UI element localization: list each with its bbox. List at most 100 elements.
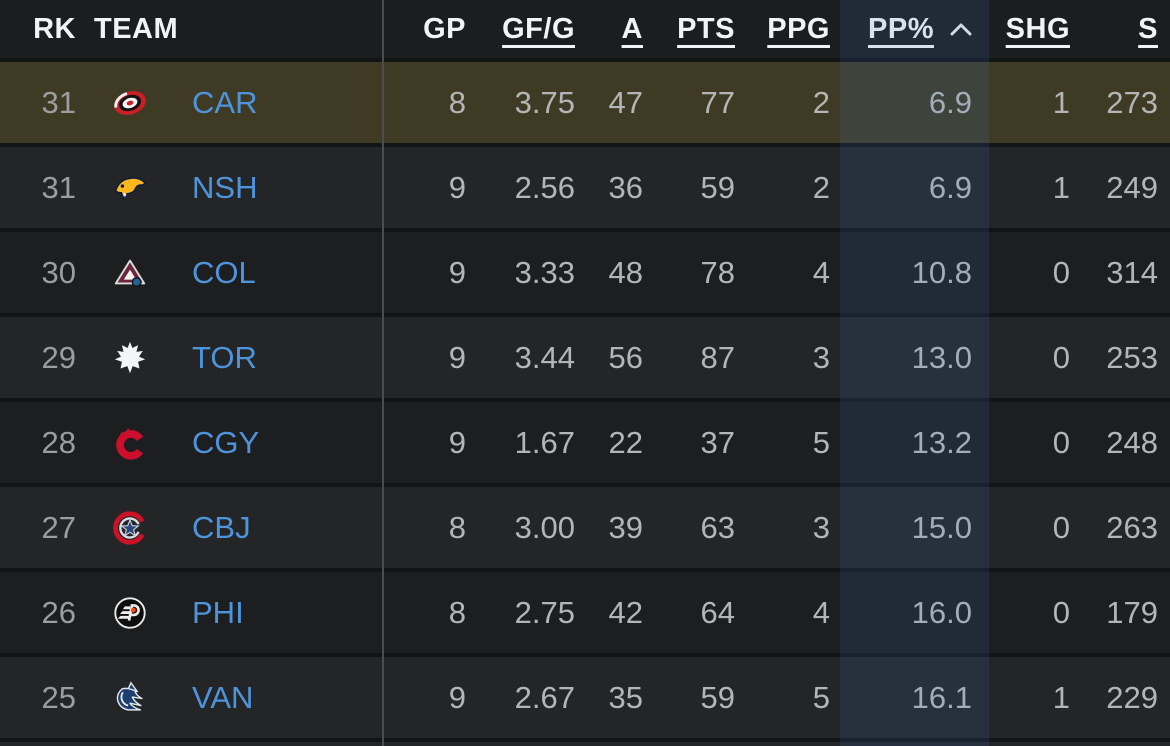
stat-pts: 78 <box>700 254 735 290</box>
column-header-pp-pct-label[interactable]: PP% <box>868 12 934 45</box>
stat-gfg: 2.67 <box>514 679 575 715</box>
toronto-maple-leafs-logo[interactable] <box>111 339 149 377</box>
stat-a: 42 <box>608 594 643 630</box>
stat-pts: 59 <box>700 169 735 205</box>
calgary-flames-logo[interactable] <box>111 424 149 462</box>
team-link[interactable]: PHI <box>192 594 244 630</box>
colorado-avalanche-logo[interactable] <box>111 254 149 292</box>
stat-pts: 87 <box>700 339 735 375</box>
stat-a: 47 <box>608 84 643 120</box>
philadelphia-flyers-logo[interactable] <box>111 594 149 632</box>
column-header-pts[interactable]: PTS <box>677 12 735 45</box>
stat-ppg: 2 <box>812 169 830 205</box>
stat-gp: 8 <box>448 594 466 630</box>
team-rank: 31 <box>41 169 76 205</box>
column-header-gp: GP <box>423 12 466 45</box>
stat-gp: 9 <box>448 169 466 205</box>
table-header: RK TEAM GP GF/G A PTS PPG PP% SHG S <box>0 0 1170 58</box>
stat-shg: 0 <box>1052 424 1070 460</box>
stat-pp-pct: 6.9 <box>928 169 972 205</box>
team-rank: 30 <box>41 254 76 290</box>
stat-s: 263 <box>1106 509 1158 545</box>
table-row: 28 CGY 9 1.67 22 37 5 13.2 0 248 <box>0 402 1170 483</box>
stat-s: 253 <box>1106 339 1158 375</box>
table-row: 31 NSH 9 2.56 36 59 2 6.9 1 249 <box>0 147 1170 228</box>
column-header-gfg[interactable]: GF/G <box>502 12 575 45</box>
stat-gp: 9 <box>448 339 466 375</box>
team-link[interactable]: CAR <box>192 84 258 120</box>
stat-pp-pct: 16.1 <box>911 679 972 715</box>
team-link[interactable]: CBJ <box>192 509 251 545</box>
stat-s: 179 <box>1106 594 1158 630</box>
table-row: 26 PHI 8 2.75 42 64 4 16.0 0 179 <box>0 572 1170 653</box>
column-header-pp-pct[interactable]: PP% <box>868 0 972 58</box>
stat-a: 36 <box>608 169 643 205</box>
stat-gfg: 3.44 <box>514 339 575 375</box>
stat-pts: 77 <box>700 84 735 120</box>
column-header-ppg[interactable]: PPG <box>767 12 830 45</box>
table-row: 25 VAN 9 2.67 35 59 5 16.1 1 229 <box>0 657 1170 738</box>
nashville-predators-logo[interactable] <box>111 169 149 207</box>
stat-gp: 9 <box>448 679 466 715</box>
stat-pts: 64 <box>700 594 735 630</box>
partial-next-row <box>0 742 1170 746</box>
stat-ppg: 4 <box>812 254 830 290</box>
stat-a: 22 <box>608 424 643 460</box>
stat-shg: 0 <box>1052 509 1070 545</box>
stat-gfg: 2.75 <box>514 594 575 630</box>
stat-pp-pct: 16.0 <box>911 594 972 630</box>
stat-gfg: 3.75 <box>514 84 575 120</box>
table-row: 27 CBJ 8 3.00 39 63 3 15.0 0 263 <box>0 487 1170 568</box>
stat-gp: 8 <box>448 509 466 545</box>
team-rank: 28 <box>41 424 76 460</box>
team-link[interactable]: COL <box>192 254 256 290</box>
team-link[interactable]: VAN <box>192 679 254 715</box>
stat-shg: 1 <box>1052 679 1070 715</box>
team-rank: 29 <box>41 339 76 375</box>
team-rank: 31 <box>41 84 76 120</box>
stat-gfg: 1.67 <box>514 424 575 460</box>
stat-pts: 59 <box>700 679 735 715</box>
columbus-blue-jackets-logo[interactable] <box>111 509 149 547</box>
column-header-shg[interactable]: SHG <box>1005 12 1070 45</box>
stat-ppg: 5 <box>812 424 830 460</box>
stat-pp-pct: 10.8 <box>911 254 972 290</box>
vancouver-canucks-logo[interactable] <box>111 679 149 717</box>
team-link[interactable]: CGY <box>192 424 260 460</box>
team-rank: 25 <box>41 679 76 715</box>
stat-a: 48 <box>608 254 643 290</box>
carolina-hurricanes-logo[interactable] <box>111 84 149 122</box>
stat-ppg: 3 <box>812 509 830 545</box>
team-link[interactable]: TOR <box>192 339 257 375</box>
frozen-columns-divider <box>382 0 384 746</box>
stat-shg: 0 <box>1052 254 1070 290</box>
stat-shg: 1 <box>1052 84 1070 120</box>
team-link[interactable]: NSH <box>192 169 258 205</box>
table-row: 30 COL 9 3.33 48 78 4 10.8 0 314 <box>0 232 1170 313</box>
stat-s: 248 <box>1106 424 1158 460</box>
stat-pp-pct: 6.9 <box>928 84 972 120</box>
table-row: 29 TOR 9 3.44 56 87 3 13.0 0 253 <box>0 317 1170 398</box>
stat-ppg: 5 <box>812 679 830 715</box>
stat-s: 314 <box>1106 254 1158 290</box>
team-rank: 27 <box>41 509 76 545</box>
stat-shg: 0 <box>1052 594 1070 630</box>
stat-gp: 9 <box>448 424 466 460</box>
stat-gp: 8 <box>448 84 466 120</box>
stat-ppg: 2 <box>812 84 830 120</box>
column-header-s[interactable]: S <box>1138 12 1158 45</box>
stat-ppg: 4 <box>812 594 830 630</box>
stat-pp-pct: 15.0 <box>911 509 972 545</box>
stat-shg: 0 <box>1052 339 1070 375</box>
stat-gp: 9 <box>448 254 466 290</box>
caret-up-icon <box>950 22 972 37</box>
stat-s: 249 <box>1106 169 1158 205</box>
stat-a: 35 <box>608 679 643 715</box>
stat-shg: 1 <box>1052 169 1070 205</box>
column-header-a[interactable]: A <box>621 12 643 45</box>
column-header-rk: RK <box>33 12 76 45</box>
stat-gfg: 3.00 <box>514 509 575 545</box>
table-row: 31 CAR 8 3.75 47 77 2 6.9 1 273 <box>0 62 1170 143</box>
stat-gfg: 2.56 <box>514 169 575 205</box>
